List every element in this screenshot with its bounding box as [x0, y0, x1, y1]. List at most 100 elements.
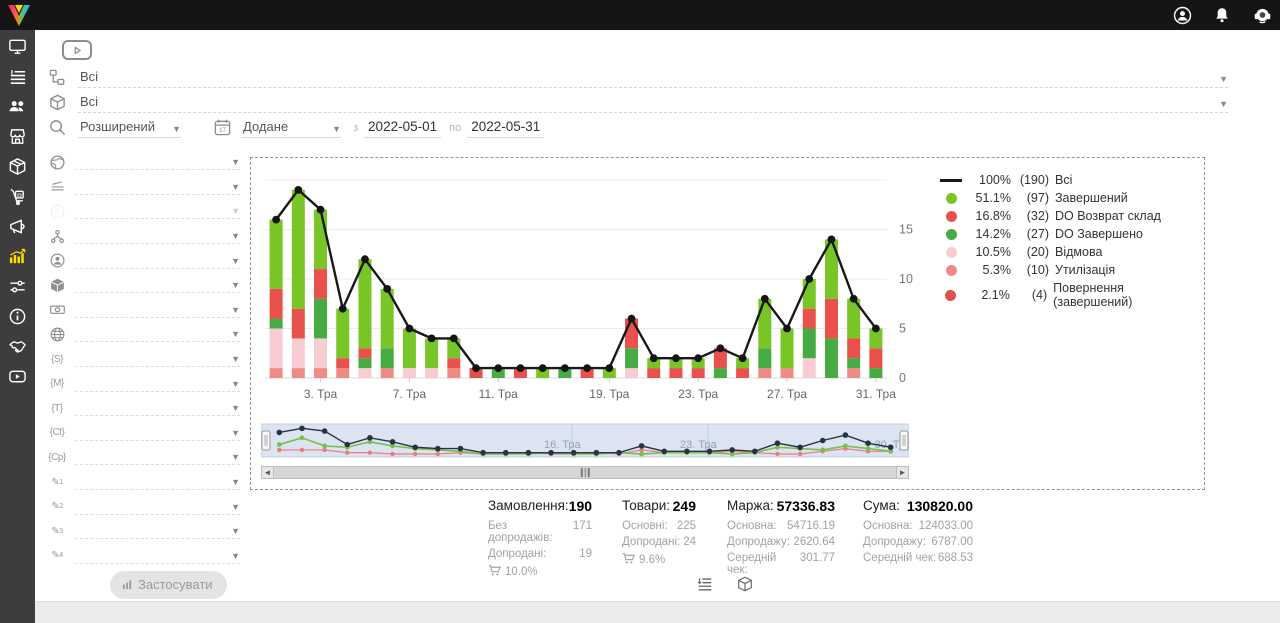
legend-label: Завершений [1055, 191, 1128, 205]
chevron-down-icon: ▼ [231, 452, 240, 463]
monitor-icon[interactable] [8, 37, 27, 56]
chart-icon [122, 580, 132, 590]
box-3d-select[interactable]: ▼ [75, 277, 240, 294]
help-select[interactable]: ▼ [75, 203, 240, 220]
store-icon[interactable] [8, 127, 27, 146]
filter-row-globe: ▼ [48, 322, 240, 347]
s-brace-icon: {S} [51, 353, 63, 365]
pencil-1-select[interactable]: ▼ [75, 474, 240, 491]
support-icon[interactable] [1252, 5, 1272, 25]
legend-line-swatch [939, 178, 963, 182]
apply-button-label: Застосувати [138, 577, 213, 592]
cart-icon [622, 552, 636, 568]
date-field-select[interactable]: Додане ▼ [241, 119, 341, 138]
chevron-down-icon: ▼ [231, 329, 240, 340]
analytics-icon[interactable] [8, 247, 27, 266]
orders-list-icon[interactable] [8, 67, 27, 86]
upsell-percent-row: 9.6% [622, 552, 696, 568]
legend-item[interactable]: 10.5% (20) Відмова [939, 245, 1204, 259]
stats-column-2: Товари: 249 Основні: 225 Допродані: 24 9.6% [622, 498, 696, 568]
app-logo[interactable] [6, 2, 32, 28]
legend-item[interactable]: 14.2% (27) DO Завершено [939, 227, 1204, 241]
date-from-input[interactable]: 2022-05-01 [364, 119, 442, 138]
ct-brace-select[interactable]: ▼ [75, 425, 240, 441]
t-brace-select[interactable]: ▼ [75, 400, 240, 417]
chevron-down-icon: ▼ [231, 501, 240, 512]
levels-select[interactable]: ▼ [75, 179, 240, 195]
globe-select[interactable]: ▼ [75, 326, 240, 343]
chevron-down-icon: ▼ [231, 181, 240, 192]
video-tutorial-button[interactable] [62, 40, 92, 60]
scroll-left-arrow[interactable]: ◄ [262, 467, 274, 478]
settings-sliders-icon[interactable] [8, 277, 27, 296]
clients-icon[interactable] [8, 97, 27, 116]
chevron-down-icon: ▼ [1219, 99, 1228, 109]
legend-pct: 51.1% [975, 191, 1011, 205]
navigator-left-handle[interactable] [261, 430, 271, 451]
legend-item[interactable]: 51.1% (97) Завершений [939, 191, 1204, 205]
navigator-right-handle[interactable] [899, 430, 909, 451]
upsell-percent-row: 10.0% [488, 564, 592, 580]
filter-row-t-brace: {T} ▼ [48, 396, 240, 421]
date-to-input[interactable]: 2022-05-31 [467, 119, 545, 138]
legend-item[interactable]: 2.1% (4) Повернення (завершений) [939, 281, 1204, 309]
info-icon[interactable] [8, 307, 27, 326]
video-icon[interactable] [8, 367, 27, 386]
filter-row-earth: ▼ [48, 150, 240, 175]
filter-row-pencil-2: ✎ 2 ▼ [48, 494, 240, 519]
pencil-3-select[interactable]: ▼ [75, 523, 240, 540]
stats-subrow: Допродані: 24 [622, 536, 696, 548]
s-brace-select[interactable]: ▼ [75, 351, 240, 368]
legend-count: (97) [1026, 191, 1049, 205]
banknote-select[interactable]: ▼ [75, 302, 240, 318]
legend-pct: 100% [979, 173, 1011, 187]
pencil-4-select[interactable]: ▼ [75, 548, 240, 564]
m-brace-select[interactable]: ▼ [75, 376, 240, 392]
chevron-down-icon: ▼ [231, 280, 240, 291]
stats-title: Маржа: 57336.83 [727, 498, 835, 514]
scrollbar-track[interactable] [274, 467, 896, 478]
filter-row-m-brace: {M} ▼ [48, 371, 240, 396]
legend-label: DO Завершено [1055, 227, 1143, 241]
cp-brace-select[interactable]: ▼ [75, 449, 240, 466]
svg-text:5: 5 [899, 322, 906, 336]
legend-item[interactable]: 5.3% (10) Утилізація [939, 263, 1204, 277]
svg-text:19. Тра: 19. Тра [589, 387, 629, 401]
filter-row-banknote: ▼ [48, 298, 240, 323]
filter-row-s-brace: {S} ▼ [48, 347, 240, 372]
supply-cart-icon[interactable]: @ [8, 187, 27, 206]
notifications-icon[interactable] [1212, 5, 1232, 25]
marketing-icon[interactable] [8, 217, 27, 236]
partners-icon[interactable] [8, 337, 27, 356]
grouping-box-icon[interactable] [735, 574, 755, 594]
legend-count: (190) [1019, 173, 1049, 187]
cart-icon [488, 564, 502, 580]
person-circle-select[interactable]: ▼ [75, 253, 240, 269]
products-icon[interactable] [8, 157, 27, 176]
legend-pct: 5.3% [982, 263, 1012, 277]
account-icon[interactable] [1172, 5, 1192, 25]
earth-icon [48, 153, 66, 171]
search-mode-value: Розширений [80, 119, 155, 134]
search-mode-select[interactable]: Розширений ▼ [78, 119, 181, 138]
chart-panel: 0 5 10 15 3. Тра 7. Тра 11. Тра 19. Тра 23. Тра 2… [250, 157, 1205, 490]
product-filter-select[interactable]: Всі ▼ [78, 94, 1228, 113]
legend-item[interactable]: 16.8% (32) DO Возврат склад [939, 209, 1204, 223]
orders-chart[interactable]: 0 5 10 15 3. Тра 7. Тра 11. Тра 19. Тра 23. Тра 2… [259, 164, 927, 416]
legend-dot-swatch [939, 192, 963, 204]
list-view-icon[interactable] [695, 574, 715, 594]
pencil-2-select[interactable]: ▼ [75, 499, 240, 515]
scroll-right-arrow[interactable]: ► [896, 467, 908, 478]
apply-button[interactable]: Застосувати [110, 571, 227, 599]
chevron-down-icon: ▼ [231, 550, 240, 561]
legend-pct: 16.8% [975, 209, 1011, 223]
earth-select[interactable]: ▼ [75, 154, 240, 171]
legend-item[interactable]: 100% (190) Всі [939, 173, 1204, 187]
legend-count: (4) [1031, 288, 1048, 302]
scrollbar-grip[interactable] [580, 468, 590, 477]
sitemap-select[interactable]: ▼ [75, 228, 240, 245]
status-filter-select[interactable]: Всі ▼ [78, 69, 1228, 88]
stats-subrow: Допродані: 19 [488, 548, 592, 560]
stats-title: Замовлення: 190 [488, 498, 593, 514]
